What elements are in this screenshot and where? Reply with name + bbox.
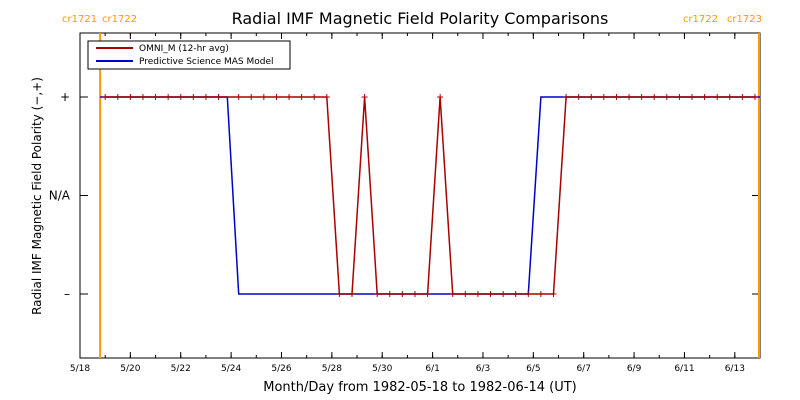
omni-data-point	[500, 290, 507, 297]
omni-data-point	[411, 290, 418, 297]
x-tick-label: 6/1	[425, 364, 439, 374]
omni-data-point	[139, 94, 146, 101]
omni-data-point	[152, 94, 159, 101]
y-tick-label: N/A	[49, 189, 71, 203]
omni-data-point	[323, 94, 330, 101]
omni-data-point	[462, 290, 469, 297]
omni-data-point	[399, 290, 406, 297]
omni-data-point	[600, 94, 607, 101]
cr-label-right-1: cr1722	[683, 14, 718, 25]
omni-data-point	[638, 94, 645, 101]
x-tick-label: 6/7	[576, 364, 590, 374]
omni-data-point	[437, 94, 444, 101]
omni-data-point	[298, 94, 305, 101]
omni-data-point	[260, 94, 267, 101]
x-tick-label: 6/9	[627, 364, 642, 374]
axes-layer: 5/18 5/20 5/22 5/24 5/26 5/28 5/30 6/1 6/3 6/5 6/7…	[49, 33, 761, 374]
omni-data-point	[626, 94, 633, 101]
legend-box	[87, 40, 291, 70]
legend: OMNI_M (12-hr avg) Predictive Science MA…	[87, 40, 291, 70]
omni-data-point	[487, 290, 494, 297]
x-tick-label: 5/20	[120, 364, 140, 374]
omni-data-point	[386, 290, 393, 297]
chart-title: Radial IMF Magnetic Field Polarity Compa…	[232, 9, 609, 28]
omni-data-point	[311, 94, 318, 101]
omni-data-point	[689, 94, 695, 101]
omni-data-point	[512, 290, 519, 297]
omni-data-point	[701, 94, 708, 101]
omni-data-point	[102, 94, 109, 101]
x-tick-label: 6/13	[725, 364, 745, 374]
omni-data-point	[286, 94, 293, 101]
omni-data-point	[613, 94, 620, 101]
x-tick-label: 6/11	[674, 364, 694, 374]
omni-data-point	[588, 94, 595, 101]
omni-data-point	[563, 94, 570, 101]
omni-data-point	[739, 94, 746, 101]
omni-data-point	[127, 94, 134, 101]
x-tick-label: 5/22	[171, 364, 191, 374]
omni-data-point	[177, 94, 184, 101]
cr-label-left-1: cr1721	[62, 14, 97, 25]
omni-data-point	[374, 290, 381, 297]
legend-label-omni: OMNI_M (12-hr avg)	[139, 44, 229, 54]
omni-data-point	[474, 290, 481, 297]
cr-label-right-2: cr1723	[727, 14, 762, 25]
omni-series-line	[105, 96, 755, 295]
legend-label-mas: Predictive Science MAS Model	[139, 57, 274, 67]
omni-data-point	[273, 94, 280, 101]
omni-data-point	[235, 94, 242, 101]
omni-data-point	[114, 94, 121, 101]
y-tick-label: +	[60, 90, 70, 104]
x-tick-label: 5/18	[70, 364, 90, 374]
series-layer	[100, 94, 760, 297]
omni-data-point	[751, 94, 758, 101]
omni-data-point	[336, 290, 343, 297]
x-tick-label: 5/26	[271, 364, 291, 374]
omni-data-point	[676, 94, 683, 101]
y-tick-label: –	[64, 287, 70, 301]
cr-label-left-2: cr1722	[102, 14, 137, 25]
omni-data-point	[449, 290, 456, 297]
omni-data-point	[361, 94, 368, 101]
omni-data-point	[537, 290, 544, 297]
omni-data-point	[349, 290, 355, 297]
omni-data-point	[202, 94, 209, 101]
x-tick-label: 5/28	[322, 364, 342, 374]
omni-data-point	[651, 94, 658, 101]
omni-data-point	[190, 94, 197, 101]
plot-frame	[79, 32, 761, 359]
omni-data-point	[714, 94, 721, 101]
omni-data-point	[248, 94, 255, 101]
omni-data-point	[215, 94, 222, 101]
x-tick-label: 5/30	[372, 364, 392, 374]
omni-data-point	[726, 94, 733, 101]
x-tick-label: 6/3	[476, 364, 490, 374]
omni-data-point	[575, 94, 582, 101]
omni-data-point	[165, 94, 172, 101]
carrington-markers	[99, 33, 760, 358]
x-tick-label: 5/24	[221, 364, 241, 374]
omni-data-point	[525, 290, 532, 297]
omni-data-point	[663, 94, 670, 101]
y-axis-label: Radial IMF Magnetic Field Polarity (−,+)	[30, 77, 44, 315]
omni-data-point	[424, 290, 431, 297]
x-axis-label: Month/Day from 1982-05-18 to 1982-06-14 …	[263, 380, 576, 395]
x-tick-label: 6/5	[526, 364, 540, 374]
omni-data-point	[550, 290, 557, 297]
